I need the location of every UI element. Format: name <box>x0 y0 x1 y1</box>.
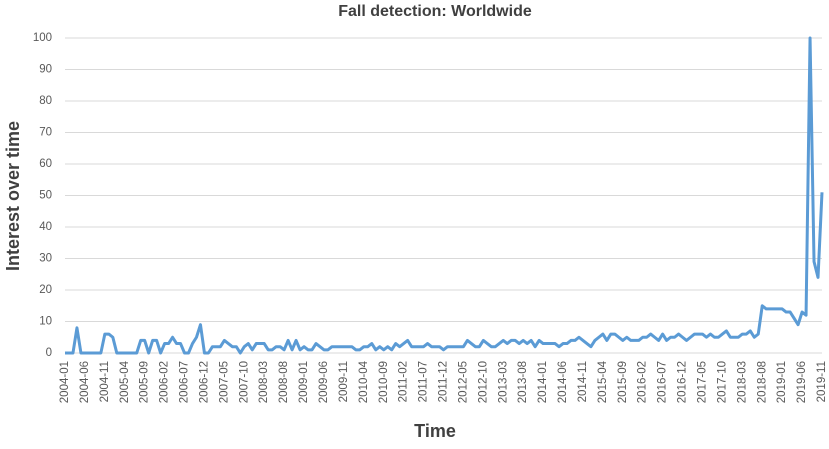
x-tick-label: 2014-06 <box>557 361 569 403</box>
x-tick-label: 2004-11 <box>99 361 111 402</box>
y-tick-label: 70 <box>39 127 52 139</box>
y-tick-label: 30 <box>39 253 52 265</box>
x-tick-label: 2013-03 <box>497 361 509 403</box>
y-tick-label: 100 <box>33 32 52 44</box>
x-tick-label: 2006-12 <box>198 361 210 403</box>
x-tick-label: 2011-07 <box>418 361 430 402</box>
x-tick-label: 2006-07 <box>179 361 191 403</box>
y-tick-label: 40 <box>39 221 52 233</box>
x-tick-label: 2004-01 <box>59 361 71 403</box>
x-tick-label: 2019-01 <box>776 361 788 403</box>
x-tick-label: 2018-08 <box>756 361 768 403</box>
x-tick-label: 2014-11 <box>577 361 589 402</box>
y-tick-label: 20 <box>39 284 52 296</box>
x-tick-label: 2005-09 <box>139 361 151 403</box>
x-tick-label: 2017-10 <box>716 361 728 403</box>
x-tick-label: 2004-06 <box>79 361 91 403</box>
x-tick-label: 2006-02 <box>159 361 171 403</box>
x-tick-label: 2007-10 <box>238 361 250 403</box>
y-tick-label: 50 <box>39 190 52 202</box>
x-tick-label: 2016-07 <box>657 361 669 403</box>
x-tick-label: 2009-01 <box>298 361 310 403</box>
x-tick-label: 2015-04 <box>597 360 609 403</box>
x-tick-label: 2015-09 <box>617 361 629 403</box>
y-tick-label: 90 <box>39 64 52 76</box>
x-tick-label: 2009-06 <box>318 361 330 403</box>
data-line <box>65 36 824 355</box>
x-tick-label: 2011-12 <box>438 361 450 402</box>
x-tick-label: 2016-12 <box>677 361 689 403</box>
x-tick-label: 2012-05 <box>457 361 469 403</box>
x-tick-label: 2018-03 <box>736 361 748 403</box>
y-tick-label: 10 <box>39 316 52 328</box>
x-tick-label: 2005-04 <box>119 360 131 403</box>
x-tick-label: 2019-06 <box>796 361 808 403</box>
x-tick-label: 2007-05 <box>218 361 230 403</box>
y-axis-title: Interest over time <box>3 121 23 271</box>
y-tick-label: 60 <box>39 158 52 170</box>
x-tick-label: 2010-04 <box>358 360 370 403</box>
x-tick-label: 2017-05 <box>697 361 709 403</box>
x-tick-label: 2014-01 <box>537 361 549 403</box>
x-tick-label: 2016-02 <box>637 361 649 403</box>
x-tick-label: 2010-09 <box>378 361 390 403</box>
chart-title: Fall detection: Worldwide <box>338 3 532 20</box>
x-axis-title: Time <box>414 421 456 441</box>
y-tick-label: 80 <box>39 95 52 107</box>
x-tick-label: 2012-10 <box>477 361 489 403</box>
x-tick-label: 2008-08 <box>278 361 290 403</box>
x-tick-label: 2008-03 <box>258 361 270 403</box>
y-tick-label: 0 <box>46 347 52 359</box>
x-tick-label: 2011-02 <box>398 361 410 402</box>
x-tick-label: 2009-11 <box>338 361 350 402</box>
x-tick-label: 2019-11 <box>816 361 828 402</box>
x-tick-label: 2013-08 <box>517 361 529 403</box>
